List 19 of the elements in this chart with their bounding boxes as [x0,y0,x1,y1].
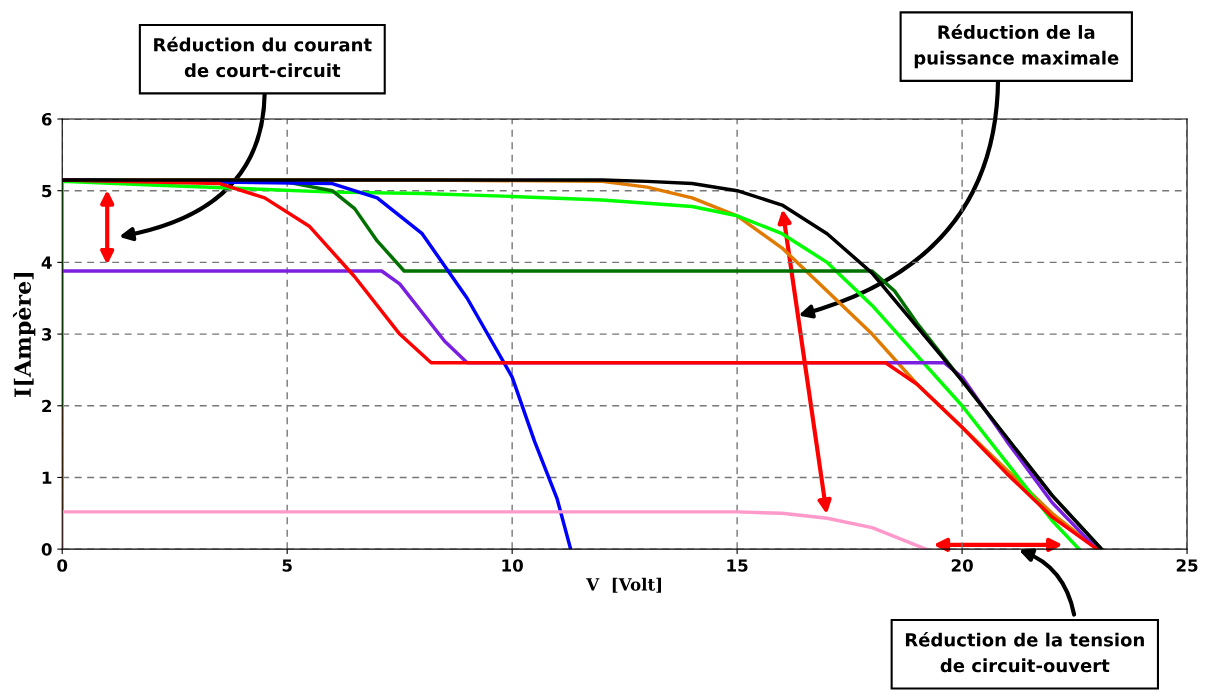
x-tick-label: 15 [727,559,748,572]
text: Réduction de la tension de circuit-ouvert [905,631,1144,673]
y-tick-label: 6 [41,112,52,126]
y-tick-label: 5 [42,184,52,198]
y-tick-label: 2 [42,399,52,413]
x-tick-label: 0 [57,559,68,572]
text: Réduction du courant de court-circuit [154,36,372,78]
text: Réduction de la puissance maximale [914,24,1119,69]
y-tick-label: 4 [41,256,52,269]
y-axis-title: I[Ampère] [12,273,36,397]
y-tick-label: 0 [41,543,52,556]
x-tick-label: 10 [502,559,523,572]
x-tick-label: 5 [282,559,292,572]
x-tick-label: 25 [1176,559,1198,572]
y-tick-label: 3 [42,328,52,341]
x-tick-label: 20 [951,559,973,572]
line-series [62,510,928,550]
y-tick-label: 1 [42,471,52,484]
x-axis-title: V [Volt] [586,577,661,593]
